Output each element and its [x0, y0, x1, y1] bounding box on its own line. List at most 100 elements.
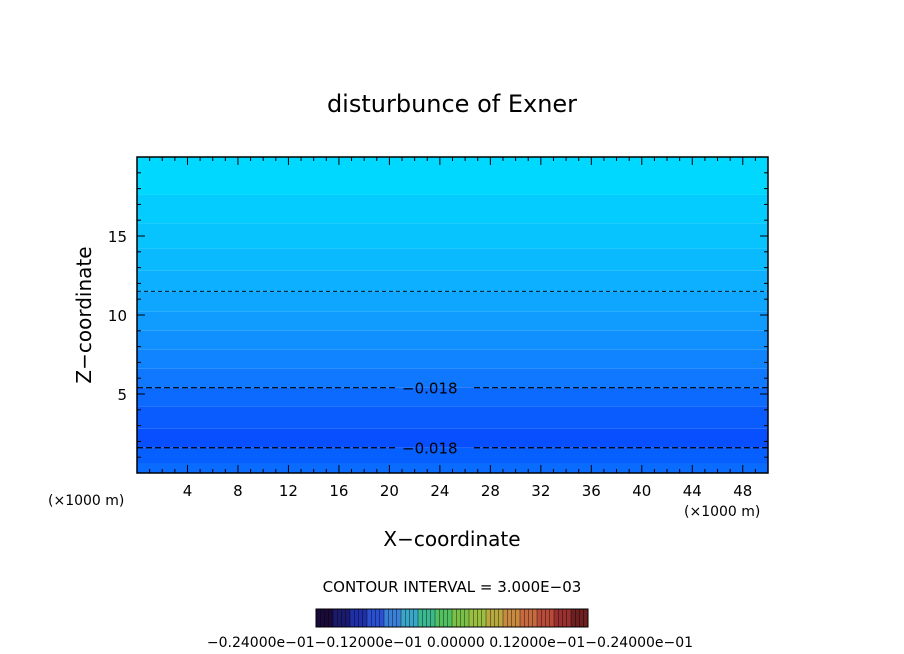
colorbar-swatch	[532, 609, 538, 627]
colorbar-swatch	[358, 609, 364, 627]
colorbar-swatch	[456, 609, 461, 627]
x-tick-label: 4	[183, 482, 193, 500]
colorbar-swatch	[371, 609, 376, 627]
colorbar-swatch	[579, 609, 585, 627]
colorbar-swatch	[473, 609, 478, 627]
colorbar-swatch	[362, 609, 368, 627]
color-band	[137, 311, 768, 331]
colorbar-swatch	[447, 609, 453, 627]
colorbar-swatch	[490, 609, 495, 627]
colorbar-swatch	[575, 609, 580, 627]
colorbar-swatch	[460, 609, 466, 627]
colorbar-swatch	[418, 609, 423, 627]
colorbar-swatch	[511, 609, 517, 627]
colorbar-swatch	[396, 609, 402, 627]
colorbar-swatch	[337, 609, 342, 627]
color-bands	[137, 157, 768, 473]
colorbar-swatch	[452, 609, 457, 627]
colorbar-swatch	[515, 609, 521, 627]
colorbar-swatch	[388, 609, 393, 627]
colorbar-swatch	[379, 609, 385, 627]
colorbar-swatch	[541, 609, 546, 627]
x-tick-label: 24	[430, 482, 449, 500]
color-band	[137, 463, 768, 473]
x-tick-label: 16	[329, 482, 348, 500]
colorbar-swatch	[435, 609, 440, 627]
colorbar-swatch	[320, 609, 325, 627]
color-band	[137, 349, 768, 369]
colorbar-swatch	[507, 609, 512, 627]
color-band	[137, 291, 768, 312]
colorbar-swatch	[367, 609, 372, 627]
colorbar-swatch	[345, 609, 351, 627]
y-unit-label: (×1000 m)	[48, 493, 124, 509]
color-band	[137, 194, 768, 224]
color-band	[137, 248, 768, 271]
y-tick-label: 15	[108, 228, 127, 246]
colorbar-swatch	[384, 609, 389, 627]
x-unit-label: (×1000 m)	[684, 504, 760, 520]
colorbar-swatch	[469, 609, 474, 627]
colorbar-swatch	[545, 609, 551, 627]
x-tick-label: 28	[481, 482, 500, 500]
colorbar-swatch	[524, 609, 529, 627]
colorbar-swatch	[413, 609, 419, 627]
y-tick-label: 10	[108, 307, 127, 325]
colorbar-swatch	[481, 609, 487, 627]
color-band	[137, 447, 768, 464]
colorbar-swatch	[401, 609, 406, 627]
colorbar-swatch	[341, 609, 347, 627]
x-tick-label: 40	[632, 482, 651, 500]
colorbar-swatch	[549, 609, 555, 627]
colorbar-swatch	[486, 609, 491, 627]
color-band	[137, 406, 768, 429]
colorbar-swatch	[430, 609, 436, 627]
colorbar-swatch	[498, 609, 504, 627]
y-tick-label: 5	[117, 386, 127, 404]
colorbar-swatch	[503, 609, 508, 627]
x-tick-label: 32	[531, 482, 550, 500]
contour-interval-text: CONTOUR INTERVAL = 3.000E−03	[323, 578, 582, 596]
color-band	[137, 330, 768, 350]
x-tick-label: 48	[733, 482, 752, 500]
colorbar-swatch	[324, 609, 330, 627]
colorbar-swatch	[566, 609, 572, 627]
colorbar-swatch	[520, 609, 525, 627]
colorbar-swatch	[409, 609, 415, 627]
color-band	[137, 368, 768, 388]
x-tick-label: 12	[279, 482, 298, 500]
colorbar-swatch	[354, 609, 359, 627]
colorbar-swatch	[494, 609, 500, 627]
colorbar-swatch	[426, 609, 432, 627]
colorbar-swatch	[571, 609, 576, 627]
colorbar-swatch	[528, 609, 534, 627]
colorbar-swatch	[316, 609, 321, 627]
x-tick-label: 36	[582, 482, 601, 500]
colorbar-swatch	[443, 609, 449, 627]
color-band	[137, 387, 768, 407]
colorbar-swatch	[477, 609, 483, 627]
colorbar-swatch	[375, 609, 381, 627]
colorbar-swatch	[464, 609, 470, 627]
colorbar-swatch	[439, 609, 444, 627]
colorbar	[315, 608, 589, 628]
colorbar-swatch	[422, 609, 427, 627]
contour-lines: −0.018 −0.018	[137, 290, 768, 458]
colorbar-frame	[315, 608, 589, 628]
colorbar-swatch	[537, 609, 542, 627]
x-tick-label: 8	[233, 482, 243, 500]
color-band	[137, 223, 768, 249]
colorbar-swatch	[328, 609, 334, 627]
colorbar-swatch	[583, 609, 589, 627]
contour-label: −0.018	[402, 440, 458, 458]
colorbar-swatch	[562, 609, 568, 627]
colorbar-swatch	[405, 609, 410, 627]
contour-label: −0.018	[402, 380, 458, 398]
colorbar-swatch	[350, 609, 355, 627]
color-band	[137, 157, 768, 195]
colorbar-swatch	[558, 609, 563, 627]
colorbar-labels: −0.24000e−01−0.12000e−01 0.00000 0.12000…	[207, 635, 693, 651]
color-band	[137, 428, 768, 448]
